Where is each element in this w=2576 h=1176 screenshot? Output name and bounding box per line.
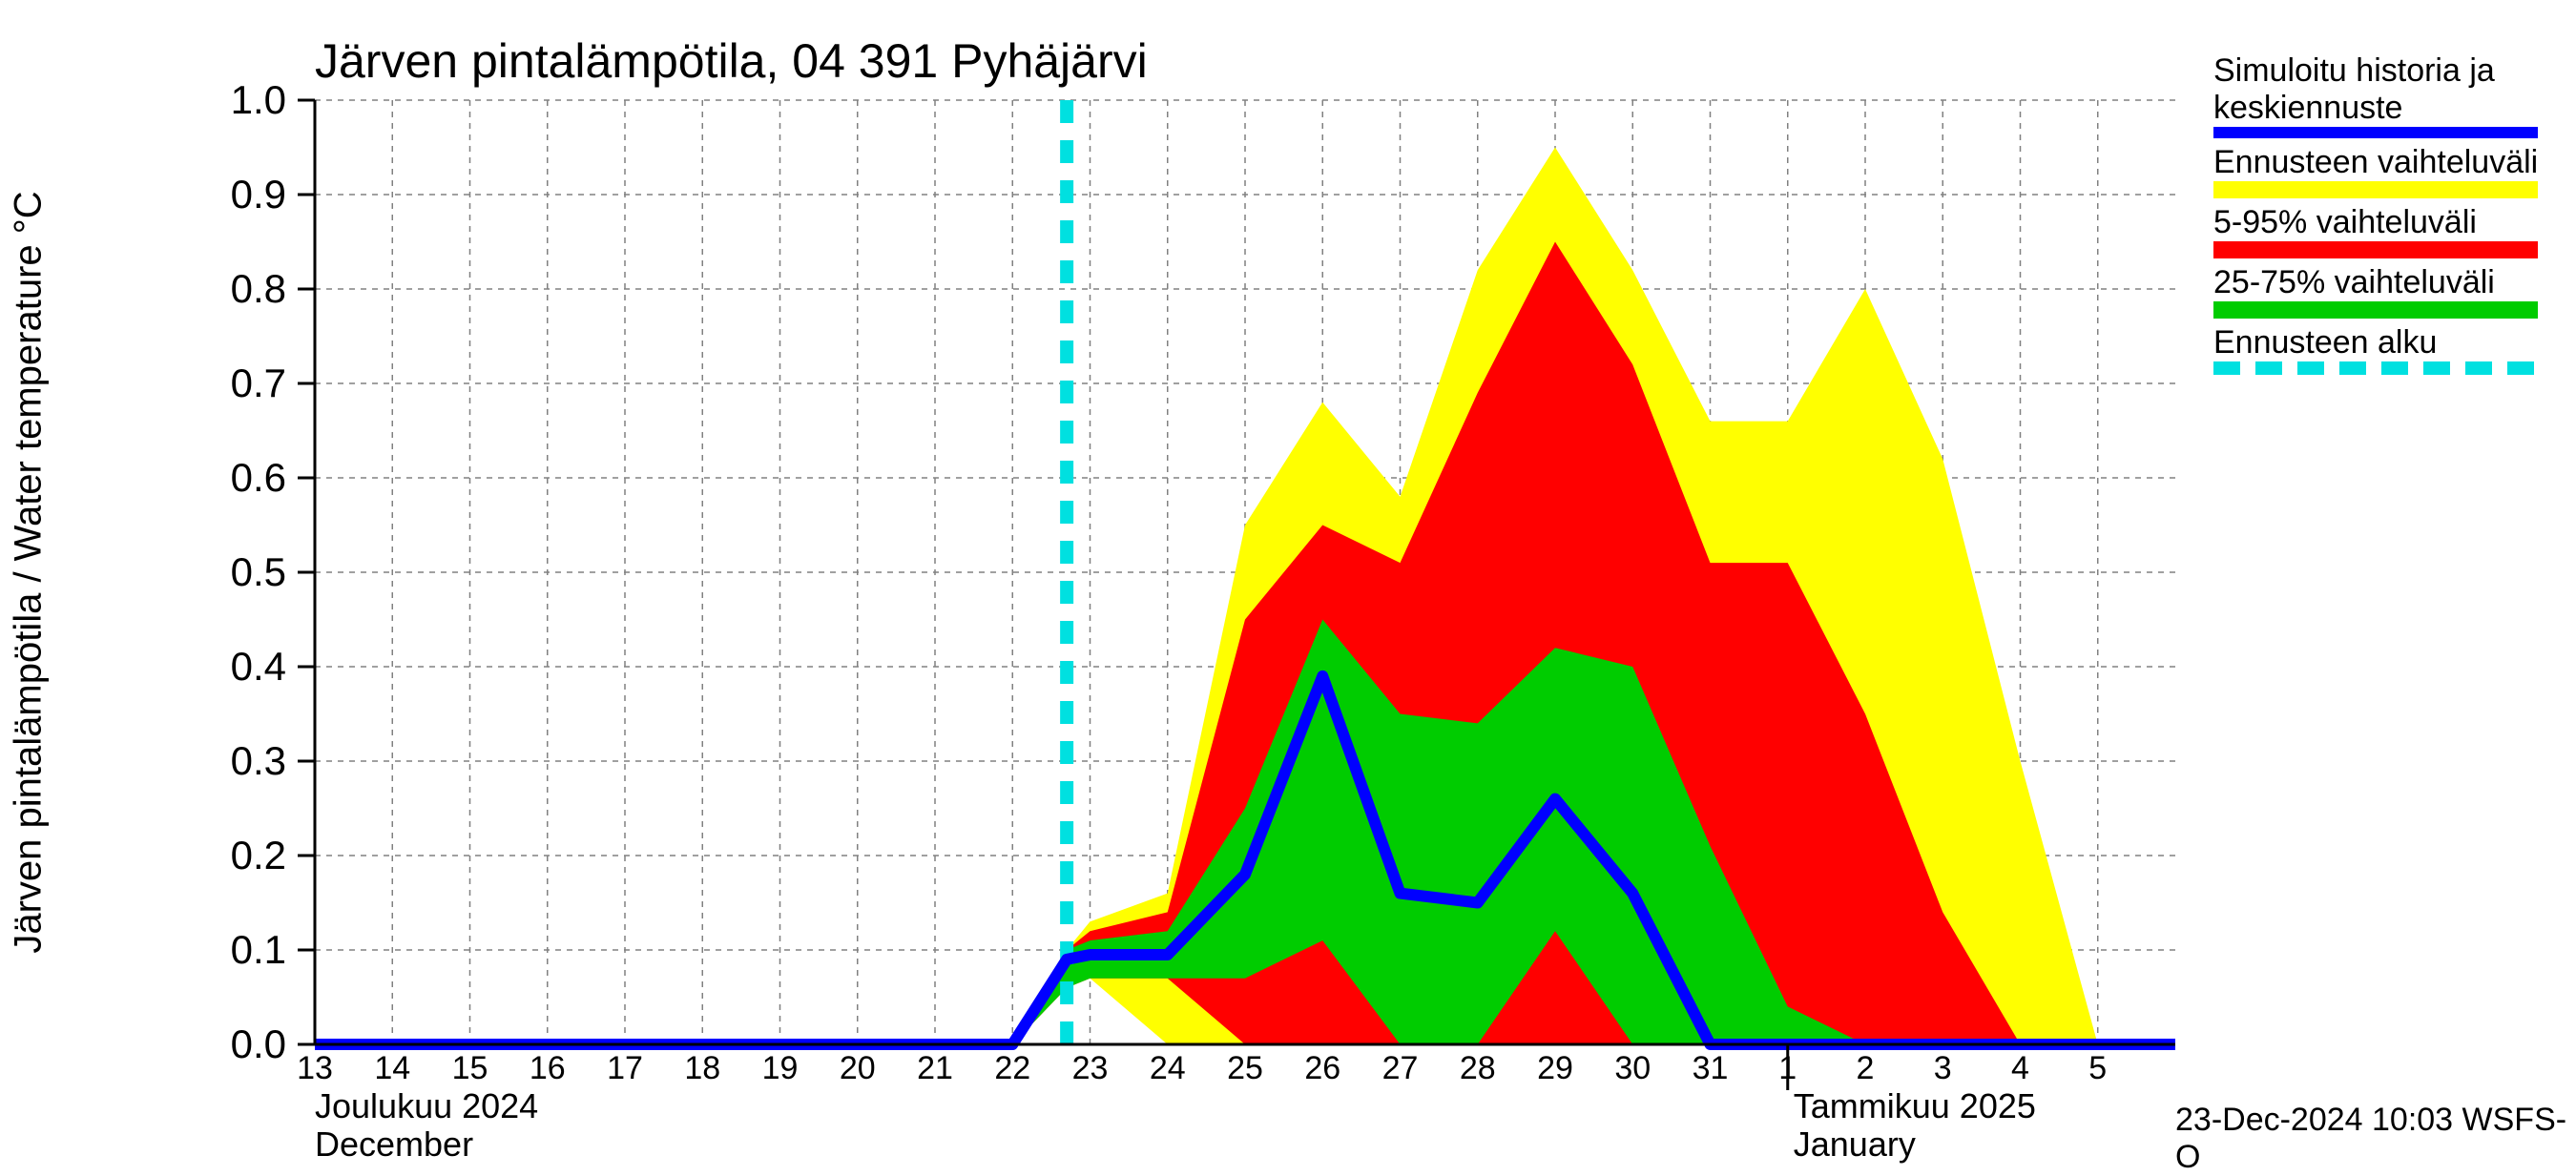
x-tick-label: 16 — [530, 1050, 566, 1087]
month-label: December — [315, 1124, 473, 1165]
footer-timestamp: 23-Dec-2024 10:03 WSFS-O — [2175, 1102, 2576, 1176]
x-tick-label: 17 — [607, 1050, 643, 1087]
y-tick-label: 0.7 — [210, 361, 286, 406]
y-tick-label: 0.5 — [210, 549, 286, 595]
y-tick-label: 0.8 — [210, 266, 286, 312]
y-tick-label: 0.2 — [210, 833, 286, 878]
x-tick-label: 21 — [917, 1050, 953, 1087]
x-tick-label: 27 — [1382, 1050, 1419, 1087]
x-tick-label: 28 — [1460, 1050, 1496, 1087]
x-tick-label: 14 — [374, 1050, 410, 1087]
legend-label: 5-95% vaihteluväli — [2213, 204, 2538, 241]
x-tick-label: 22 — [994, 1050, 1030, 1087]
month-label: Joulukuu 2024 — [315, 1086, 538, 1126]
x-tick-label: 26 — [1304, 1050, 1340, 1087]
legend-label: Ennusteen alku — [2213, 324, 2538, 361]
x-tick-label: 25 — [1227, 1050, 1263, 1087]
x-tick-label: 13 — [297, 1050, 333, 1087]
legend-swatch — [2213, 361, 2538, 375]
y-tick-label: 0.0 — [210, 1021, 286, 1067]
month-label: January — [1794, 1124, 1916, 1165]
y-tick-label: 0.9 — [210, 172, 286, 217]
legend-swatch — [2213, 241, 2538, 258]
legend-label: keskiennuste — [2213, 90, 2538, 127]
chart-plot — [0, 0, 2576, 1145]
x-tick-label: 3 — [1934, 1050, 1952, 1087]
month-label: Tammikuu 2025 — [1794, 1086, 2036, 1126]
legend-item: 25-75% vaihteluväli — [2213, 264, 2538, 319]
x-tick-label: 15 — [452, 1050, 488, 1087]
legend-item: 5-95% vaihteluväli — [2213, 204, 2538, 258]
legend-label: Simuloitu historia ja — [2213, 52, 2538, 90]
x-tick-label: 24 — [1150, 1050, 1186, 1087]
legend-item: Ennusteen alku — [2213, 324, 2538, 375]
x-tick-label: 18 — [684, 1050, 720, 1087]
legend-item: Ennusteen vaihteluväli — [2213, 144, 2538, 198]
x-tick-label: 19 — [762, 1050, 799, 1087]
legend-swatch — [2213, 301, 2538, 319]
y-tick-label: 0.4 — [210, 644, 286, 690]
legend-swatch — [2213, 181, 2538, 198]
legend-label: Ennusteen vaihteluväli — [2213, 144, 2538, 181]
chart-container: Järven pintalämpötila / Water temperatur… — [0, 0, 2576, 1145]
legend: Simuloitu historia jakeskiennuste Ennuste… — [2213, 52, 2538, 381]
x-tick-label: 20 — [840, 1050, 876, 1087]
legend-label: 25-75% vaihteluväli — [2213, 264, 2538, 301]
x-tick-label: 4 — [2011, 1050, 2029, 1087]
x-tick-label: 30 — [1614, 1050, 1651, 1087]
x-tick-label: 5 — [2088, 1050, 2107, 1087]
legend-item: Simuloitu historia jakeskiennuste — [2213, 52, 2538, 138]
x-tick-label: 29 — [1537, 1050, 1573, 1087]
x-tick-label: 23 — [1072, 1050, 1109, 1087]
x-tick-label: 1 — [1778, 1050, 1797, 1087]
y-tick-label: 0.3 — [210, 738, 286, 784]
legend-swatch — [2213, 127, 2538, 138]
y-tick-label: 0.6 — [210, 455, 286, 501]
x-tick-label: 31 — [1693, 1050, 1729, 1087]
x-tick-label: 2 — [1857, 1050, 1875, 1087]
y-tick-label: 1.0 — [210, 77, 286, 123]
y-tick-label: 0.1 — [210, 927, 286, 973]
